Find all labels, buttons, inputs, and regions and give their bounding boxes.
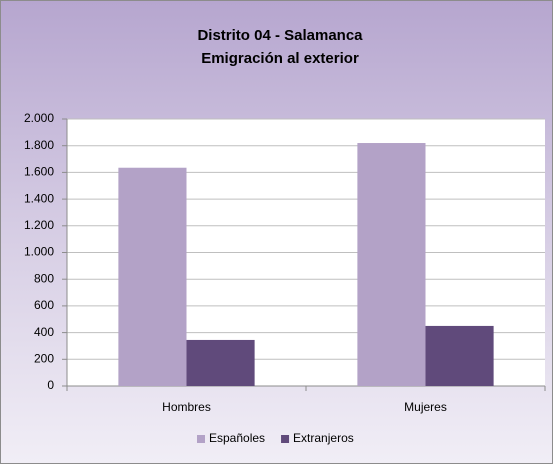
bar [186,339,255,386]
y-tick-label: 600 [34,298,54,312]
y-tick-label: 1.800 [24,138,54,152]
x-tick-label: Mujeres [404,400,447,414]
y-tick-label: 1.600 [24,165,54,179]
legend-label: Españoles [209,431,265,445]
chart-title: Distrito 04 - Salamanca [197,27,363,44]
bar [118,167,187,386]
bar [357,143,426,386]
bar [425,325,494,386]
chart-title: Emigración al exterior [201,50,359,67]
y-tick-label: 400 [34,325,54,339]
y-tick-label: 800 [34,271,54,285]
y-tick-label: 1.000 [24,245,54,259]
y-tick-label: 200 [34,351,54,365]
y-tick-label: 1.400 [24,191,54,205]
legend-swatch [281,435,290,443]
y-tick-label: 2.000 [24,111,54,125]
x-tick-label: Hombres [162,400,211,414]
y-tick-label: 0 [47,378,54,392]
y-tick-label: 1.200 [24,218,54,232]
legend-swatch [197,435,205,443]
legend-label: Extranjeros [293,431,354,445]
